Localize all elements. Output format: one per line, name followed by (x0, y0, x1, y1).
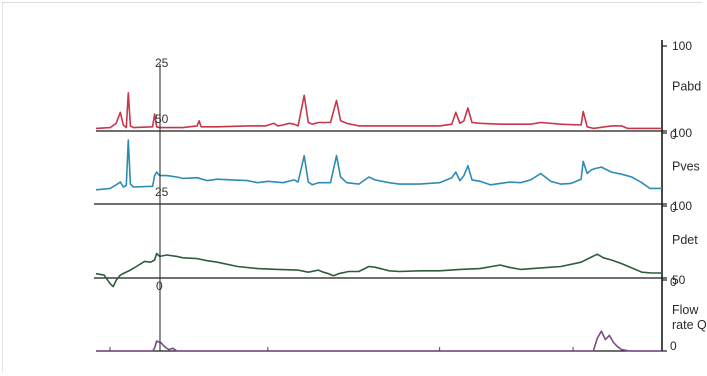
flow-rate-q-trace (96, 330, 662, 352)
pdet-trace (95, 252, 662, 288)
pabd-trace (95, 92, 662, 130)
pabd-marker-label: 25 (155, 56, 169, 70)
event-marker-zero-label: 0 (156, 279, 163, 293)
pdet-tick-top: 100 (672, 199, 692, 213)
pdet-tick-bottom: 0 (670, 275, 677, 289)
pabd-tick-top: 100 (672, 39, 692, 53)
pves-trace (95, 139, 662, 191)
flow-rate-q-tick-bottom: 0 (670, 339, 677, 353)
pves-tick-top: 100 (672, 126, 692, 140)
pves-tick-bottom: 0 (670, 201, 677, 215)
pabd-tick-bottom: 0 (670, 128, 677, 142)
pves-marker-label: 50 (155, 112, 169, 126)
flow-rate-q-tick-top: 50 (672, 273, 686, 287)
pdet-marker-label: 25 (155, 185, 169, 199)
flow-rate-q-label-line-2: rate Q (672, 318, 707, 332)
pabd-label: Pabd (672, 80, 701, 94)
flow-rate-q-label-line-1: Flow (672, 303, 699, 317)
page-border (2, 2, 702, 372)
pdet-label: Pdet (672, 233, 698, 247)
pves-label: Pves (672, 160, 700, 174)
